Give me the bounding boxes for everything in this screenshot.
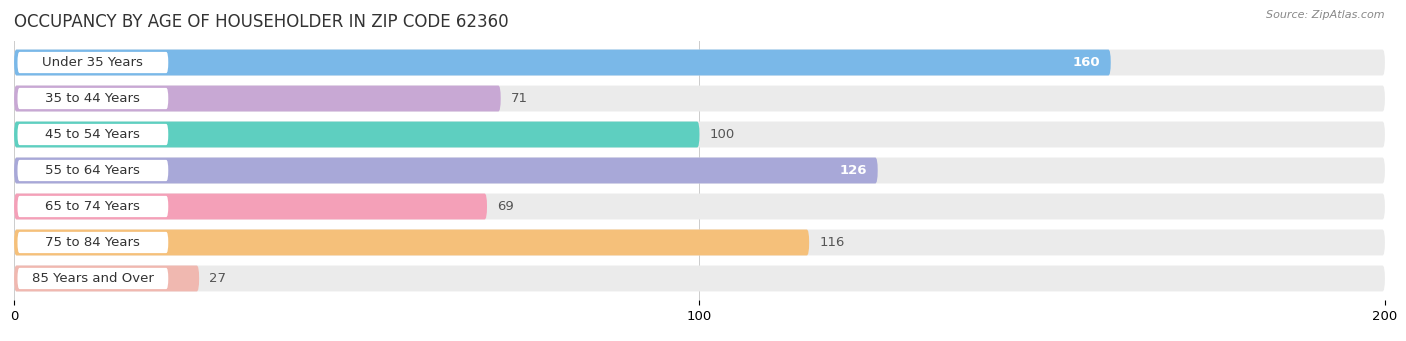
FancyBboxPatch shape xyxy=(17,268,169,289)
Text: 160: 160 xyxy=(1073,56,1101,69)
Text: 55 to 64 Years: 55 to 64 Years xyxy=(45,164,141,177)
FancyBboxPatch shape xyxy=(17,124,169,145)
FancyBboxPatch shape xyxy=(14,266,200,292)
FancyBboxPatch shape xyxy=(14,86,501,112)
Text: 75 to 84 Years: 75 to 84 Years xyxy=(45,236,141,249)
FancyBboxPatch shape xyxy=(14,121,700,147)
FancyBboxPatch shape xyxy=(14,49,1111,75)
Text: 27: 27 xyxy=(209,272,226,285)
FancyBboxPatch shape xyxy=(17,160,169,181)
Text: 126: 126 xyxy=(839,164,868,177)
Text: 45 to 54 Years: 45 to 54 Years xyxy=(45,128,141,141)
FancyBboxPatch shape xyxy=(14,121,1385,147)
FancyBboxPatch shape xyxy=(17,52,169,73)
FancyBboxPatch shape xyxy=(14,266,1385,292)
Text: Under 35 Years: Under 35 Years xyxy=(42,56,143,69)
FancyBboxPatch shape xyxy=(17,88,169,109)
FancyBboxPatch shape xyxy=(14,229,1385,255)
FancyBboxPatch shape xyxy=(14,158,1385,183)
Text: 65 to 74 Years: 65 to 74 Years xyxy=(45,200,141,213)
Text: OCCUPANCY BY AGE OF HOUSEHOLDER IN ZIP CODE 62360: OCCUPANCY BY AGE OF HOUSEHOLDER IN ZIP C… xyxy=(14,13,509,31)
FancyBboxPatch shape xyxy=(17,196,169,217)
FancyBboxPatch shape xyxy=(14,194,486,220)
Text: 116: 116 xyxy=(820,236,845,249)
FancyBboxPatch shape xyxy=(14,86,1385,112)
Text: 35 to 44 Years: 35 to 44 Years xyxy=(45,92,141,105)
FancyBboxPatch shape xyxy=(14,229,810,255)
Text: 85 Years and Over: 85 Years and Over xyxy=(32,272,153,285)
FancyBboxPatch shape xyxy=(14,194,1385,220)
Text: 100: 100 xyxy=(710,128,735,141)
FancyBboxPatch shape xyxy=(14,158,877,183)
FancyBboxPatch shape xyxy=(17,232,169,253)
Text: 69: 69 xyxy=(498,200,515,213)
Text: 71: 71 xyxy=(510,92,529,105)
FancyBboxPatch shape xyxy=(14,49,1385,75)
Text: Source: ZipAtlas.com: Source: ZipAtlas.com xyxy=(1267,10,1385,20)
